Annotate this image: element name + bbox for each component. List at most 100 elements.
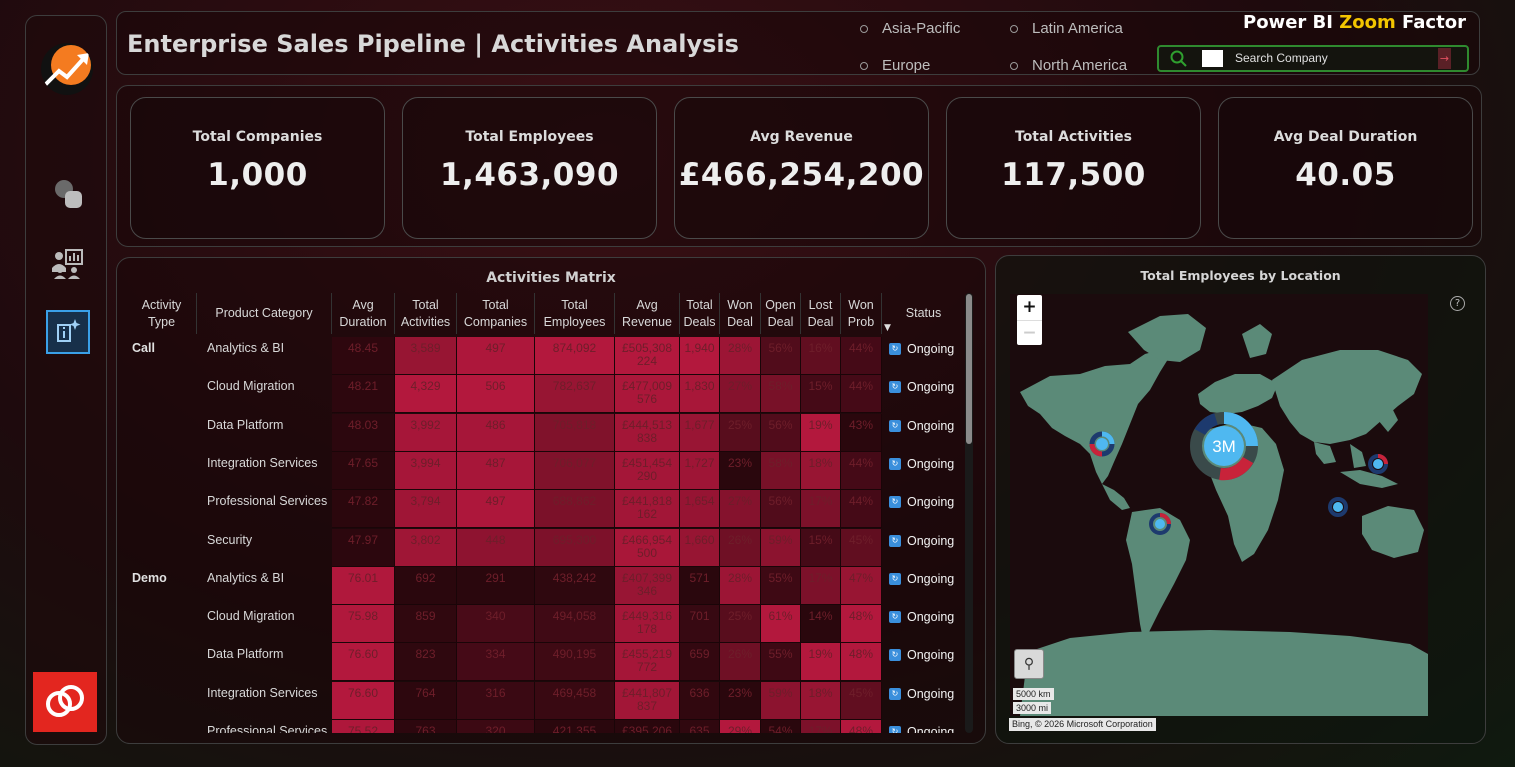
matrix-cell[interactable]: 55%	[761, 643, 801, 682]
matrix-cell[interactable]: 859	[395, 605, 457, 644]
matrix-cell[interactable]: 17%	[801, 490, 841, 529]
matrix-cell[interactable]: 48.21	[332, 375, 395, 414]
matrix-cell[interactable]: 58%	[761, 375, 801, 414]
matrix-cell[interactable]: 506	[457, 375, 535, 414]
lasso-select-icon[interactable]: ⚲	[1014, 649, 1044, 679]
matrix-cell[interactable]: 438,242	[535, 566, 615, 605]
matrix-cell[interactable]: 15%	[801, 375, 841, 414]
table-row[interactable]: Cloud Migration 75.98 859 340 494,058 £449,31…	[127, 605, 965, 644]
matrix-cell[interactable]: 44%	[841, 451, 882, 490]
matrix-cell[interactable]: 4,329	[395, 375, 457, 414]
matrix-cell[interactable]: £477,009 576	[615, 375, 680, 414]
product-category-label[interactable]: Professional Services	[207, 724, 328, 733]
column-header[interactable]: Total Activities	[395, 293, 457, 334]
matrix-cell[interactable]: 45%	[841, 681, 882, 720]
matrix-cell[interactable]: 706,077	[535, 451, 615, 490]
region-option-europe[interactable]: Europe	[860, 57, 930, 74]
matrix-cell[interactable]: 334	[457, 643, 535, 682]
matrix-cell[interactable]: 874,092	[535, 337, 615, 375]
matrix-cell[interactable]: 3,992	[395, 413, 457, 452]
matrix-cell[interactable]: £395,206	[615, 720, 680, 733]
matrix-cell[interactable]: 61%	[761, 605, 801, 644]
product-category-label[interactable]: Professional Services	[207, 494, 328, 509]
product-category-label[interactable]: Analytics & BI	[207, 570, 285, 585]
column-header[interactable]: Product Category	[197, 293, 332, 334]
activity-type-label[interactable]: Demo	[132, 570, 167, 585]
matrix-cell[interactable]: 55%	[761, 566, 801, 605]
matrix-cell[interactable]: 17%	[801, 720, 841, 733]
column-header[interactable]: Won Deal	[720, 293, 761, 334]
matrix-cell[interactable]: 27%	[720, 375, 761, 414]
table-row[interactable]: Integration Services 47.65 3,994 487 706,077…	[127, 451, 965, 490]
search-checkbox[interactable]	[1202, 50, 1223, 67]
matrix-cell[interactable]: 14%	[801, 605, 841, 644]
matrix-cell[interactable]: 47.65	[332, 451, 395, 490]
matrix-cell[interactable]: 763	[395, 720, 457, 733]
matrix-cell[interactable]: 76.60	[332, 643, 395, 682]
matrix-cell[interactable]: 571	[680, 566, 720, 605]
company-search[interactable]: Search Company →	[1157, 45, 1469, 72]
region-option-north-america[interactable]: North America	[1010, 57, 1127, 74]
zoom-out-button[interactable]: −	[1017, 320, 1042, 345]
table-row[interactable]: Demo Analytics & BI 76.01 692 291 438,242 £407…	[127, 566, 965, 605]
search-go-icon[interactable]: →	[1438, 48, 1451, 69]
matrix-cell[interactable]: 469,458	[535, 681, 615, 720]
matrix-cell[interactable]: 19%	[801, 413, 841, 452]
matrix-cell[interactable]: 490,195	[535, 643, 615, 682]
search-input[interactable]: Search Company	[1235, 51, 1328, 65]
matrix-cell[interactable]: £449,316 178	[615, 605, 680, 644]
matrix-cell[interactable]: £451,454 290	[615, 451, 680, 490]
map-zoom-control[interactable]: + −	[1017, 295, 1042, 345]
matrix-cell[interactable]: 635	[680, 720, 720, 733]
table-row[interactable]: Call Analytics & BI 48.45 3,589 497 874,092 £5…	[127, 337, 965, 375]
matrix-cell[interactable]: 56%	[761, 413, 801, 452]
donut-marker-europe[interactable]: 3M	[1190, 412, 1258, 481]
matrix-cell[interactable]: 764	[395, 681, 457, 720]
matrix-cell[interactable]: 23%	[720, 681, 761, 720]
matrix-cell[interactable]: 1,940	[680, 337, 720, 375]
column-header[interactable]: Won Prob	[841, 293, 882, 334]
matrix-cell[interactable]: 76.60	[332, 681, 395, 720]
world-map[interactable]: 3M	[1010, 294, 1428, 716]
matrix-cell[interactable]: 56%	[761, 490, 801, 529]
column-header[interactable]: Avg Duration	[332, 293, 395, 334]
product-category-label[interactable]: Analytics & BI	[207, 341, 285, 355]
product-category-label[interactable]: Cloud Migration	[207, 379, 295, 394]
matrix-cell[interactable]: 3,802	[395, 528, 457, 567]
activities-matrix-table[interactable]: Activity Type Product Category Avg Duratio…	[127, 293, 965, 733]
matrix-cell[interactable]: 75.52	[332, 720, 395, 733]
matrix-cell[interactable]: 59%	[761, 681, 801, 720]
sort-desc-icon[interactable]: ▼	[884, 323, 891, 333]
matrix-cell[interactable]: 25%	[720, 605, 761, 644]
matrix-cell[interactable]: 19%	[801, 643, 841, 682]
matrix-cell[interactable]: 43%	[841, 413, 882, 452]
matrix-cell[interactable]: 659	[680, 643, 720, 682]
matrix-cell[interactable]: 48%	[841, 643, 882, 682]
matrix-cell[interactable]: 76.01	[332, 566, 395, 605]
table-row[interactable]: Professional Services 47.82 3,794 497 688,86…	[127, 490, 965, 529]
zoom-in-button[interactable]: +	[1022, 297, 1037, 317]
overview-page-icon[interactable]	[46, 172, 90, 216]
matrix-cell[interactable]: 448	[457, 528, 535, 567]
column-header[interactable]: Avg Revenue	[615, 293, 680, 334]
matrix-cell[interactable]: 47%	[841, 566, 882, 605]
matrix-cell[interactable]: 823	[395, 643, 457, 682]
matrix-cell[interactable]: £505,308 224	[615, 337, 680, 375]
matrix-cell[interactable]: 636	[680, 681, 720, 720]
matrix-cell[interactable]: 47.97	[332, 528, 395, 567]
matrix-cell[interactable]: £441,818 162	[615, 490, 680, 529]
matrix-cell[interactable]: 48.03	[332, 413, 395, 452]
matrix-cell[interactable]: 17%	[801, 566, 841, 605]
matrix-cell[interactable]: 58%	[761, 451, 801, 490]
matrix-cell[interactable]: 23%	[720, 451, 761, 490]
matrix-cell[interactable]: 26%	[720, 528, 761, 567]
matrix-cell[interactable]: 692	[395, 566, 457, 605]
matrix-cell[interactable]: 75.98	[332, 605, 395, 644]
region-option-asia-pacific[interactable]: Asia-Pacific	[860, 20, 960, 37]
matrix-cell[interactable]: £407,399 346	[615, 566, 680, 605]
column-header[interactable]: Activity Type	[127, 293, 197, 334]
table-row[interactable]: Data Platform 48.03 3,992 486 705,818 £444,51…	[127, 413, 965, 452]
column-header[interactable]: Total Employees	[535, 293, 615, 334]
matrix-cell[interactable]: 688,862	[535, 490, 615, 529]
matrix-scrollbar[interactable]	[965, 293, 973, 733]
